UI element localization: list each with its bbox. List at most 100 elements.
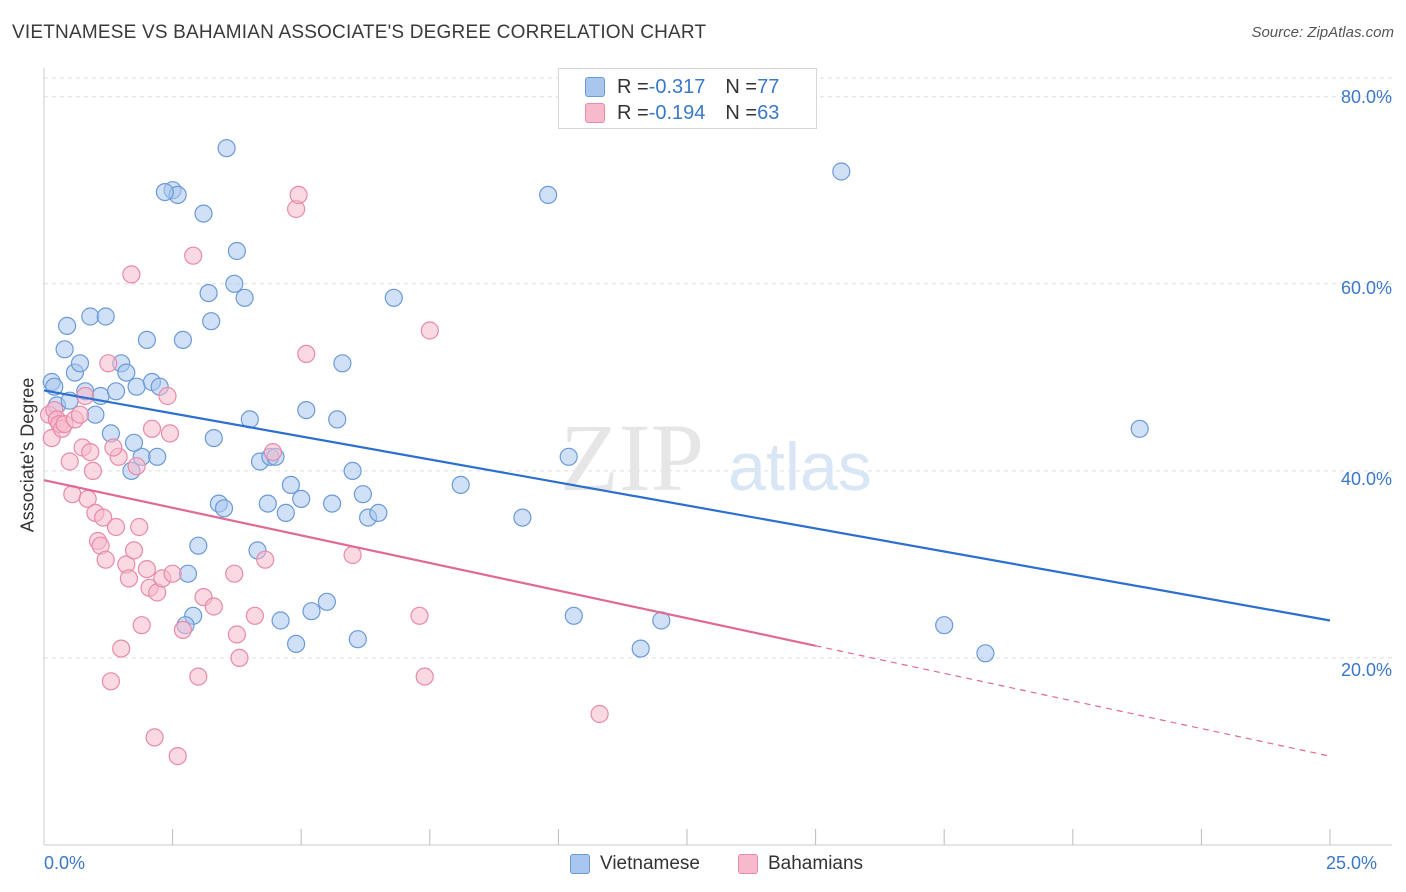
bahamians-point [245, 606, 264, 625]
bahamians-point [130, 517, 149, 537]
vietnamese-point [235, 288, 254, 307]
bahamians-point [168, 746, 187, 766]
vietnamese-point [217, 139, 236, 158]
vietnamese-point [348, 630, 367, 649]
axis-layer [43, 68, 1392, 846]
vietnamese-point [976, 644, 995, 663]
legend-n-label: N = [725, 75, 758, 98]
vietnamese-point [96, 307, 115, 326]
bahamians-point [343, 545, 362, 565]
grid-layer [44, 77, 1392, 659]
y-tick-label-20: 20.0% [1340, 660, 1392, 680]
bahamians-point [99, 354, 118, 373]
bahamians-point [81, 443, 100, 462]
legend-r-value: -0.317 [648, 75, 706, 98]
y-tick-label-60: 60.0% [1340, 278, 1392, 298]
vietnamese-point [451, 475, 470, 494]
legend-r-value: -0.194 [648, 101, 706, 124]
bahamians-point [160, 424, 180, 443]
vietnamese-point [353, 485, 372, 504]
bahamians-point [70, 405, 90, 424]
bahamians-point [410, 606, 429, 625]
bahamians-point [112, 639, 131, 658]
vietnamese-point [148, 447, 167, 466]
vietnamese-point [935, 616, 954, 635]
vietnamese-point [832, 162, 851, 181]
vietnamese-point [287, 634, 306, 654]
bahamians-point [101, 672, 121, 691]
vietnamese-point [317, 592, 336, 611]
legend-n-value: 63 [757, 101, 780, 124]
vietnamese-point [538, 185, 558, 204]
vietnamese-point [55, 340, 74, 359]
vietnamese-point [343, 461, 362, 480]
vietnamese-point [173, 330, 192, 349]
vietnamese-point [70, 354, 90, 373]
vietnamese-point [202, 312, 221, 331]
bahamians-point [225, 564, 244, 583]
vietnamese-point [559, 447, 578, 466]
x-tick-label-min: 0.0% [44, 853, 86, 873]
series-legend-vietnamese: Vietnamese [570, 851, 700, 877]
vietnamese-point [384, 288, 403, 307]
bahamians-point [184, 246, 203, 265]
vietnamese-point [106, 382, 126, 401]
bahamians-point [230, 648, 249, 668]
bahamians-point [137, 559, 156, 579]
vietnamese-point [1130, 419, 1149, 438]
legend-r-label: R = [617, 101, 649, 124]
bahamians-point [289, 185, 308, 204]
vietnamese-point [225, 274, 244, 293]
series-legend-label: Bahamians [768, 853, 864, 874]
bahamians-point [297, 344, 316, 363]
vietnamese-point [564, 606, 583, 625]
bahamians-point [158, 386, 177, 406]
y-axis-title: Associate's Degree [17, 377, 38, 533]
vietnamese-point [227, 241, 246, 261]
legend-row-vietnamese: R = -0.317 N = 77 [585, 74, 779, 100]
bahamians-trendline-extension [815, 645, 1331, 757]
bahamians-point [189, 667, 208, 686]
vietnamese-point [57, 316, 77, 335]
watermark-zip: ZIP [560, 404, 704, 511]
vietnamese-point [276, 503, 295, 523]
vietnamese-point [302, 602, 321, 621]
vietnamese-point [333, 354, 352, 373]
watermark: ZIP atlas [560, 404, 872, 511]
bahamians-point [96, 550, 115, 569]
vietnamese-point [204, 429, 223, 448]
bahamians-point [263, 443, 282, 462]
vietnamese-point [155, 183, 174, 202]
points-layer [39, 139, 1149, 766]
legend-n-value: 77 [757, 75, 780, 98]
trend-layer [43, 389, 1331, 757]
bahamians-trendline [43, 479, 816, 647]
bahamians-point [119, 569, 138, 588]
vietnamese-point [271, 611, 290, 630]
legend-r-label: R = [617, 75, 649, 98]
vietnamese-point [124, 433, 144, 452]
bahamians-point [127, 457, 146, 476]
vietnamese-point [189, 536, 208, 555]
bahamians-point [204, 597, 223, 616]
vietnamese-point [194, 204, 213, 223]
vietnamese-point [292, 489, 311, 508]
legend-n-label: N = [725, 101, 758, 124]
vietnamese-point [513, 508, 532, 527]
vietnamese-point [178, 564, 198, 583]
bahamians-point [227, 625, 246, 644]
bahamians-point [122, 265, 141, 284]
vietnamese-point [328, 410, 347, 429]
series-legend-bahamians: Bahamians [738, 851, 863, 877]
vietnamese-point [258, 494, 277, 513]
bahamians-point [163, 564, 182, 583]
vietnamese-point [137, 330, 156, 349]
bahamians-point [132, 616, 151, 635]
vietnamese-point [214, 499, 234, 518]
vietnamese-point [631, 639, 650, 658]
bahamians-point [145, 728, 164, 747]
chart-title: VIETNAMESE VS BAHAMIAN ASSOCIATE'S DEGRE… [12, 22, 707, 43]
legend-swatch-pink [585, 103, 605, 123]
vietnamese-point [117, 363, 136, 382]
